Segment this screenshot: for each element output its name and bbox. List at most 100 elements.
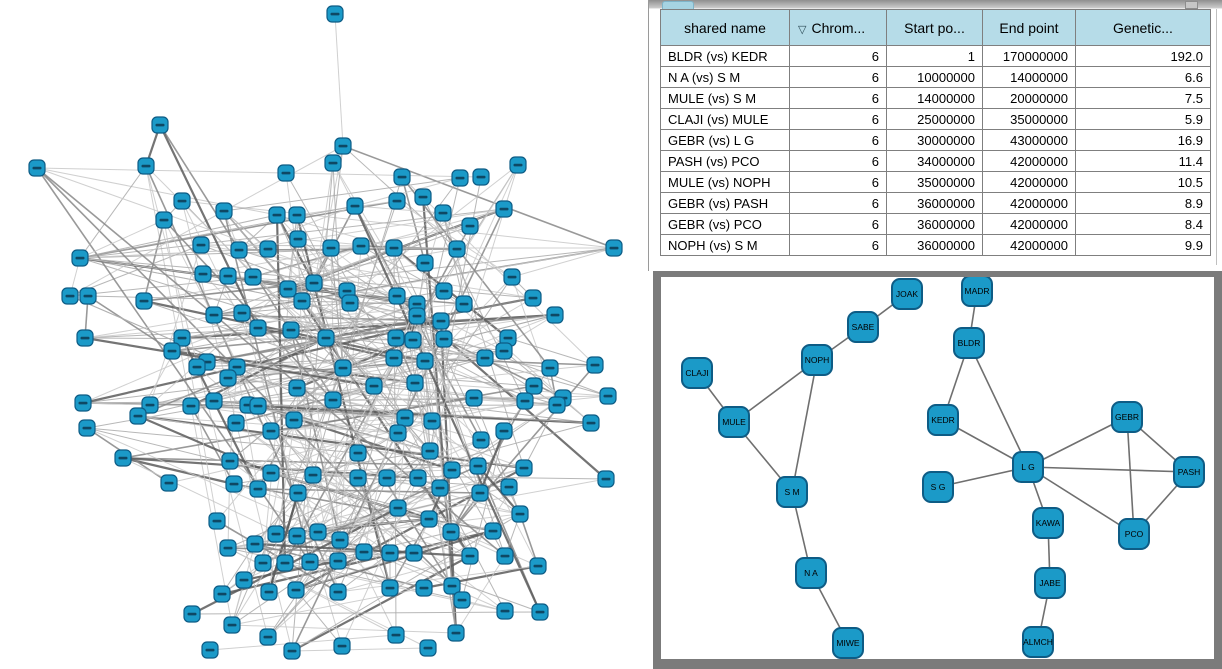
network-node[interactable] — [289, 230, 307, 248]
network-node[interactable] — [524, 289, 542, 307]
network-node[interactable] — [267, 525, 285, 543]
node-shape[interactable] — [1111, 401, 1143, 433]
network-node[interactable] — [389, 499, 407, 517]
network-node[interactable] — [416, 254, 434, 272]
node-shape[interactable] — [953, 327, 985, 359]
network-node[interactable] — [605, 239, 623, 257]
network-node[interactable] — [548, 396, 566, 414]
small-network-node-bldr[interactable]: BLDR — [953, 327, 985, 359]
table-cell[interactable]: 14000000 — [982, 66, 1076, 88]
network-node[interactable] — [114, 449, 132, 467]
small-network-canvas[interactable]: JOAK MADR SABE BLDR NOPH CLAJI GEBR KEDR MULE L G… — [661, 277, 1214, 659]
network-node[interactable] — [219, 369, 237, 387]
network-node[interactable] — [287, 581, 305, 599]
table-cell[interactable]: 10.5 — [1075, 171, 1211, 193]
table-row[interactable]: NOPH (vs) S M 6 36000000 42000000 9.9 — [660, 234, 1211, 256]
table-cell[interactable]: 6 — [789, 234, 887, 256]
table-cell[interactable]: 192.0 — [1075, 45, 1211, 67]
column-header-end-point[interactable]: End point — [982, 9, 1076, 46]
network-node[interactable] — [135, 292, 153, 310]
small-network-node-madr[interactable]: MADR — [961, 277, 993, 307]
network-node[interactable] — [259, 240, 277, 258]
column-header-chrom-[interactable]: ▽ Chrom... — [789, 9, 887, 46]
table-cell[interactable]: 5.9 — [1075, 108, 1211, 130]
network-node[interactable] — [453, 591, 471, 609]
network-node[interactable] — [324, 154, 342, 172]
table-cell[interactable]: 6 — [789, 192, 887, 214]
network-node[interactable] — [406, 374, 424, 392]
table-cell[interactable]: 16.9 — [1075, 129, 1211, 151]
table-cell[interactable]: 42000000 — [982, 213, 1076, 235]
table-cell[interactable]: 42000000 — [982, 150, 1076, 172]
node-shape[interactable] — [1012, 451, 1044, 483]
node-shape[interactable] — [891, 278, 923, 310]
table-cell[interactable]: N A (vs) S M — [660, 66, 790, 88]
node-shape[interactable] — [681, 357, 713, 389]
network-node[interactable] — [408, 307, 426, 325]
network-node[interactable] — [416, 352, 434, 370]
network-node[interactable] — [599, 387, 617, 405]
network-node[interactable] — [219, 539, 237, 557]
large-network-canvas[interactable] — [0, 0, 648, 669]
network-node[interactable] — [586, 356, 604, 374]
network-node[interactable] — [525, 377, 543, 395]
network-node[interactable] — [582, 414, 600, 432]
network-node[interactable] — [276, 554, 294, 572]
network-node[interactable] — [173, 192, 191, 210]
network-node[interactable] — [443, 577, 461, 595]
table-cell[interactable]: NOPH (vs) S M — [660, 234, 790, 256]
network-node[interactable] — [183, 605, 201, 623]
sort-indicator-icon[interactable]: ▽ — [798, 23, 807, 36]
table-cell[interactable]: 8.9 — [1075, 192, 1211, 214]
small-network-node-n-a[interactable]: N A — [795, 557, 827, 589]
table-cell[interactable]: 36000000 — [886, 192, 983, 214]
table-cell[interactable]: 6.6 — [1075, 66, 1211, 88]
network-node[interactable] — [301, 553, 319, 571]
table-cell[interactable]: 25000000 — [886, 108, 983, 130]
column-header-start-po-[interactable]: Start po... — [886, 9, 983, 46]
network-node[interactable] — [434, 204, 452, 222]
network-node[interactable] — [393, 168, 411, 186]
network-node[interactable] — [388, 192, 406, 210]
network-node[interactable] — [378, 469, 396, 487]
small-network-node-kawa[interactable]: KAWA — [1032, 507, 1064, 539]
network-node[interactable] — [279, 280, 297, 298]
network-node[interactable] — [233, 304, 251, 322]
network-node[interactable] — [262, 422, 280, 440]
column-header-shared-name[interactable]: shared name — [660, 9, 790, 46]
network-node[interactable] — [235, 571, 253, 589]
network-node[interactable] — [324, 391, 342, 409]
node-shape[interactable] — [776, 476, 808, 508]
network-node[interactable] — [230, 241, 248, 259]
node-shape[interactable] — [927, 404, 959, 436]
column-header-genetic-[interactable]: Genetic... — [1075, 9, 1211, 46]
network-node[interactable] — [331, 531, 349, 549]
network-node[interactable] — [219, 267, 237, 285]
network-node[interactable] — [387, 626, 405, 644]
table-cell[interactable]: 9.9 — [1075, 234, 1211, 256]
network-node[interactable] — [225, 475, 243, 493]
network-node[interactable] — [496, 602, 514, 620]
panel-tab[interactable] — [662, 1, 694, 9]
node-shape[interactable] — [1173, 456, 1205, 488]
network-node[interactable] — [329, 552, 347, 570]
network-node[interactable] — [249, 480, 267, 498]
network-node[interactable] — [541, 359, 559, 377]
table-cell[interactable]: 6 — [789, 213, 887, 235]
network-node[interactable] — [472, 168, 490, 186]
table-cell[interactable]: 34000000 — [886, 150, 983, 172]
network-node[interactable] — [381, 579, 399, 597]
network-node[interactable] — [208, 512, 226, 530]
table-cell[interactable]: PASH (vs) PCO — [660, 150, 790, 172]
network-node[interactable] — [205, 306, 223, 324]
small-network-node-miwe[interactable]: MIWE — [832, 627, 864, 659]
network-node[interactable] — [495, 200, 513, 218]
table-cell[interactable]: 42000000 — [982, 234, 1076, 256]
table-cell[interactable]: BLDR (vs) KEDR — [660, 45, 790, 67]
network-node[interactable] — [173, 329, 191, 347]
network-node[interactable] — [381, 544, 399, 562]
network-node[interactable] — [365, 377, 383, 395]
table-row[interactable]: MULE (vs) S M 6 14000000 20000000 7.5 — [660, 87, 1211, 109]
network-node[interactable] — [192, 236, 210, 254]
network-node[interactable] — [333, 637, 351, 655]
